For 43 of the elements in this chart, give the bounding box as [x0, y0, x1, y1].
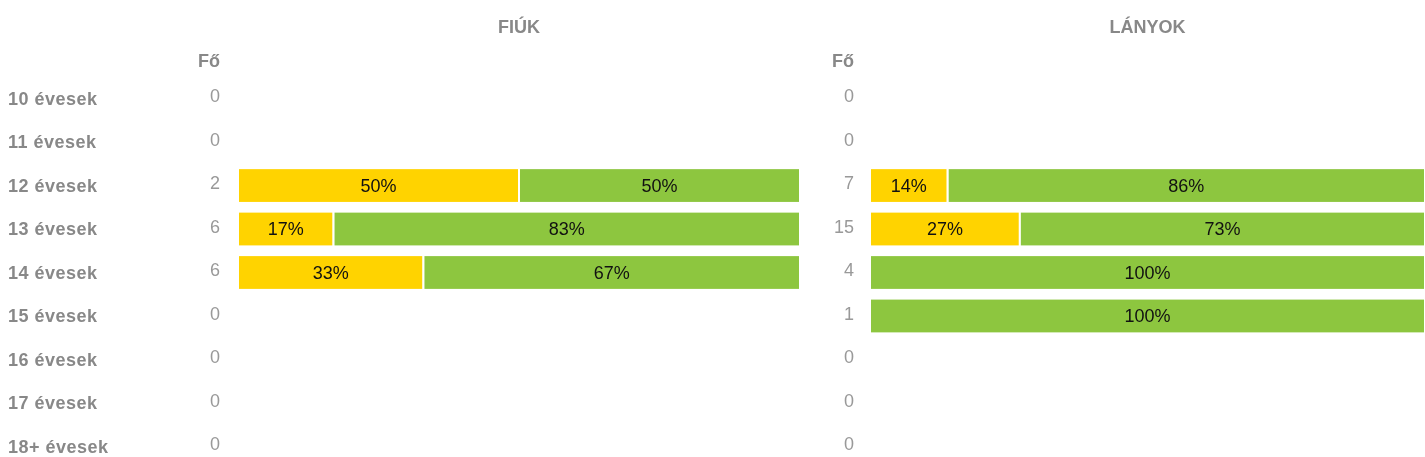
text: 6: [209, 260, 220, 281]
text: 2: [209, 173, 220, 194]
data-label: 27%: [926, 219, 963, 240]
text: Fő: [198, 51, 220, 71]
data-label: 14%: [890, 175, 927, 196]
data-label: 50%: [360, 175, 397, 196]
text: 0: [209, 434, 220, 455]
data-label: 73%: [1204, 219, 1241, 240]
text: 6: [209, 216, 220, 237]
text: 0: [209, 390, 220, 411]
text: 15: [833, 216, 854, 237]
data-label: 100%: [1124, 262, 1171, 283]
chart-title: LÁNYOK: [1109, 16, 1186, 37]
text: 0: [209, 303, 220, 324]
data-label: 100%: [1124, 306, 1171, 327]
data-label: 86%: [1168, 175, 1205, 196]
data-label: 83%: [548, 219, 585, 240]
text: 1: [843, 303, 854, 324]
y-tick-label: 15 évesek: [8, 306, 99, 327]
y-tick-label: 14 évesek: [8, 262, 99, 283]
y-tick-label: 18+ évesek: [8, 436, 110, 457]
data-label: 67%: [593, 262, 630, 283]
chart-title: FIÚK: [498, 16, 540, 37]
text: 0: [209, 129, 220, 150]
text: 0: [209, 347, 220, 368]
y-tick-label: 13 évesek: [8, 219, 99, 240]
y-tick-label: 11 évesek: [8, 132, 98, 153]
text: 7: [843, 173, 854, 194]
data-label: 33%: [312, 262, 349, 283]
text: 0: [843, 347, 854, 368]
text: 4: [843, 260, 854, 281]
text: 0: [843, 129, 854, 150]
text: 0: [843, 434, 854, 455]
data-label: 50%: [641, 175, 678, 196]
y-tick-label: 16 évesek: [8, 349, 99, 370]
text: 0: [209, 86, 220, 107]
y-tick-label: 12 évesek: [8, 175, 99, 196]
text: 0: [843, 390, 854, 411]
text: 0: [843, 86, 854, 107]
text: Fő: [832, 51, 854, 71]
y-tick-label: 10 évesek: [8, 88, 99, 109]
y-tick-label: 17 évesek: [8, 393, 99, 414]
data-label: 17%: [267, 219, 304, 240]
